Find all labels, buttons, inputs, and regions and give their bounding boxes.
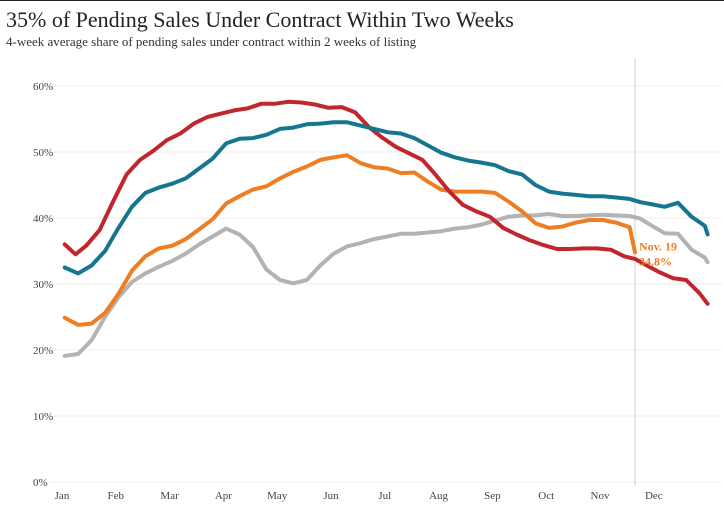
x-tick-label: Feb <box>108 490 125 502</box>
x-tick-label: Apr <box>215 490 232 502</box>
gridlines <box>50 85 722 483</box>
annotation-value: 34.8% <box>639 254 672 268</box>
series-line-red <box>62 99 710 306</box>
y-tick-label: 0% <box>33 477 48 489</box>
y-tick-label: 60% <box>33 81 53 93</box>
y-axis: 0% 10% 20% 30% 40% 50% 60% <box>33 81 53 489</box>
x-tick-label: Dec <box>645 490 663 502</box>
x-axis: Jan Feb Mar Apr May Jun Jul Aug Sep Oct Nov Dec <box>55 490 663 502</box>
x-tick-label: Sep <box>484 490 501 502</box>
y-tick-label: 20% <box>33 345 53 357</box>
y-tick-label: 40% <box>33 213 53 225</box>
x-tick-label: Nov <box>591 490 610 502</box>
top-border <box>0 0 724 1</box>
annotation-date: Nov. 19 <box>639 239 677 253</box>
series-line-gray <box>62 212 710 358</box>
series-line-teal <box>62 120 710 276</box>
series-lines <box>62 99 710 358</box>
chart-title: 35% of Pending Sales Under Contract With… <box>6 7 514 32</box>
x-tick-label: May <box>267 490 288 502</box>
x-tick-label: Oct <box>538 490 554 502</box>
chart-subtitle: 4-week average share of pending sales un… <box>6 34 417 49</box>
y-tick-label: 30% <box>33 279 53 291</box>
y-tick-label: 50% <box>33 147 53 159</box>
x-tick-label: Jan <box>55 490 70 502</box>
x-tick-label: Jun <box>323 490 339 502</box>
y-tick-label: 10% <box>33 411 53 423</box>
x-tick-label: Mar <box>160 490 179 502</box>
x-tick-label: Aug <box>429 490 448 502</box>
series-line-orange <box>62 153 637 327</box>
x-tick-label: Jul <box>378 490 391 502</box>
